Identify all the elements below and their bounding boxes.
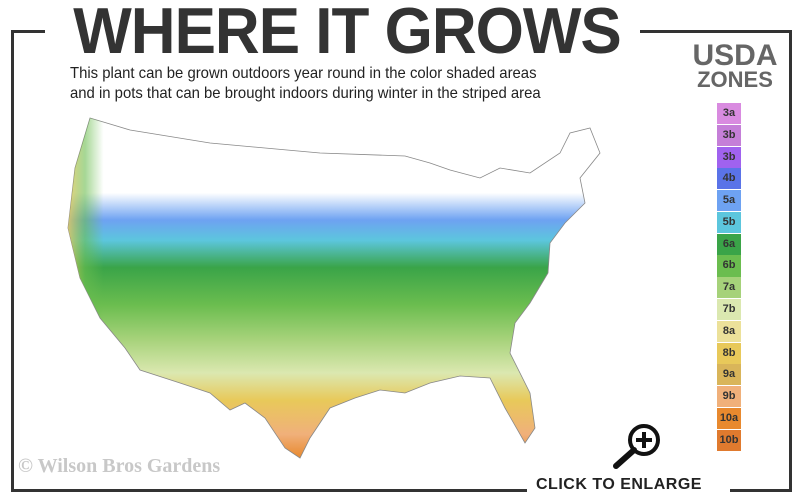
frame-bottom-left (11, 489, 527, 492)
legend-title: USDA ZONES (680, 39, 790, 92)
legend-zone-4b: 4b (717, 168, 741, 190)
legend-zone-9b: 9b (717, 386, 741, 408)
frame-top-right (640, 30, 792, 33)
legend-zone-8b: 8b (717, 342, 741, 364)
legend-zone-5b: 5b (717, 211, 741, 233)
legend-zone-9a: 9a (717, 364, 741, 386)
usda-zone-map[interactable] (60, 108, 640, 468)
click-to-enlarge-link[interactable]: CLICK TO ENLARGE (536, 476, 702, 493)
legend-zone-6a: 6a (717, 233, 741, 255)
legend-zone-7b: 7b (717, 299, 741, 321)
legend-zone-3b: 3b (717, 146, 741, 168)
frame-bottom-right (730, 489, 792, 492)
zone-legend: 3a 3b 3b 4b 5a 5b 6a 6b 7a 7b 8a 8b 9a 9b 10a 10b (717, 103, 741, 452)
legend-zone-10a: 10a (717, 407, 741, 430)
subtitle-line: and in pots that can be brought indoors … (70, 85, 541, 102)
legend-zone-3b: 3b (717, 124, 741, 146)
copyright-watermark: © Wilson Bros Gardens (18, 455, 221, 477)
page-title: WHERE IT GROWS (73, 0, 621, 68)
legend-zone-8a: 8a (717, 320, 741, 342)
legend-zone-3a: 3a (717, 103, 741, 125)
magnifier-plus-icon[interactable] (610, 422, 666, 470)
frame-top-left (11, 30, 45, 33)
subtitle-line: This plant can be grown outdoors year ro… (70, 65, 537, 82)
legend-zone-5a: 5a (717, 190, 741, 212)
legend-zone-7a: 7a (717, 277, 741, 299)
legend-title-line1: USDA (692, 39, 778, 72)
legend-zone-6b: 6b (717, 255, 741, 277)
frame-left (11, 30, 14, 492)
subtitle: This plant can be grown outdoors year ro… (70, 64, 591, 104)
legend-title-line2: ZONES (697, 67, 773, 92)
frame-right (789, 30, 792, 492)
legend-zone-10b: 10b (717, 429, 741, 451)
